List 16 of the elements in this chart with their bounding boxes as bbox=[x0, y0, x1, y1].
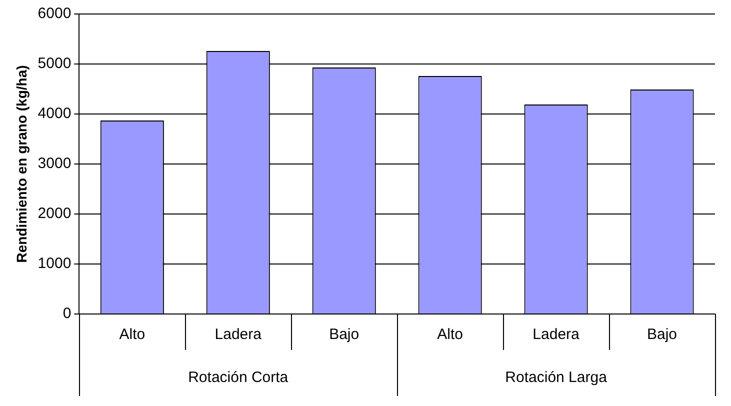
text: Rotación Corta bbox=[188, 369, 289, 386]
x-tick-label: Bajo bbox=[329, 326, 360, 344]
y-tick-label: 2000 bbox=[38, 205, 72, 222]
y-tick-label: 4000 bbox=[38, 105, 72, 122]
y-tick-label: 6000 bbox=[38, 5, 72, 22]
x-tick-label: Alto bbox=[119, 326, 146, 344]
x-tick-label: Bajo bbox=[647, 326, 678, 344]
y-tick-label: 5000 bbox=[38, 55, 72, 72]
y-tick-label: 3000 bbox=[38, 155, 72, 172]
y-tick-label: 0 bbox=[62, 305, 72, 322]
x-tick-label: Ladera bbox=[214, 326, 262, 344]
x-tick-label: Alto bbox=[437, 326, 463, 344]
text: Rotación Larga bbox=[505, 369, 608, 386]
y-tick-label: 1000 bbox=[38, 255, 72, 272]
y-axis-title: Rendimiento en grano (kg/ha) bbox=[13, 65, 30, 263]
x-tick-label: Ladera bbox=[532, 326, 580, 344]
